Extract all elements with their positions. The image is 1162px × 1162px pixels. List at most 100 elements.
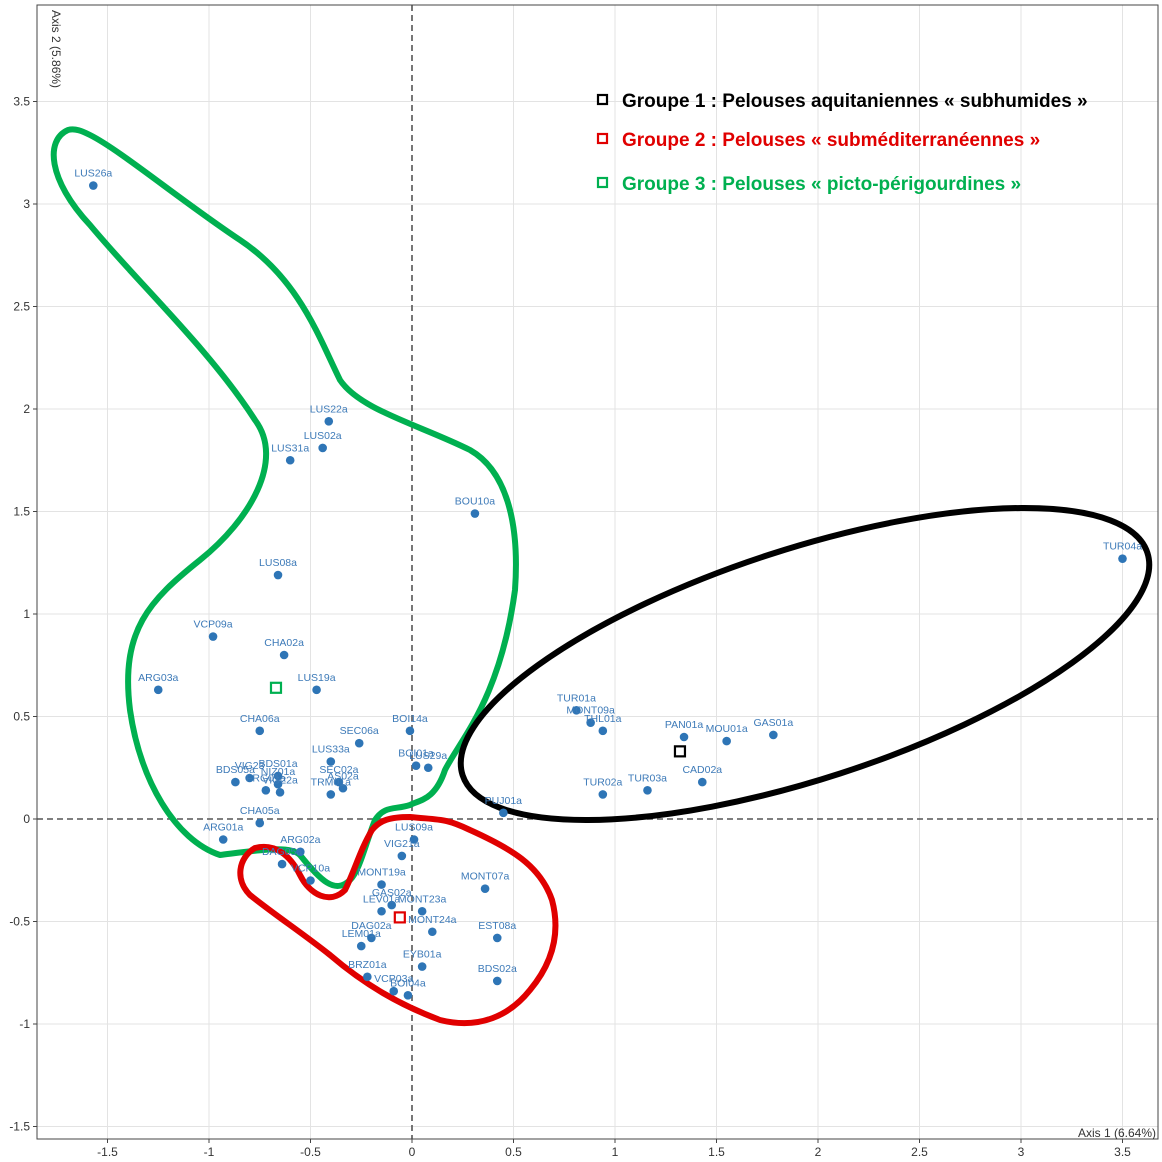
data-point [245,773,254,783]
data-point [643,786,652,795]
centroid-marker [673,745,687,758]
point-label: LUS33a [312,744,350,756]
data-point [231,777,240,787]
point-label: GAS01a [753,717,793,729]
point-label: MOU01a [706,723,748,735]
data-point [326,757,336,766]
data-point [273,570,283,580]
data-point [387,900,397,910]
legend-swatch [596,132,609,145]
data-point [1118,554,1127,563]
x-tick-label: -1 [204,1145,215,1159]
y-tick-label: 1 [23,607,30,621]
y-tick-label: -1.5 [9,1120,30,1134]
data-point [326,790,336,799]
data-point [312,685,321,695]
y-tick-label: 1.5 [13,505,30,519]
data-point [277,859,287,869]
y-tick-label: 2.5 [13,300,30,314]
y-tick-label: 3 [23,197,30,211]
point-label: CAD02a [682,764,722,776]
data-point [377,906,386,916]
x-tick-label: 0.5 [505,1145,522,1159]
point-label: TUR04a [1103,541,1142,553]
data-point [492,933,502,943]
x-tick-label: 2 [815,1145,822,1159]
point-label: ARG02a [280,834,320,846]
y-axis-title: Axis 2 (5.86%) [49,10,63,88]
data-point [367,933,376,943]
data-point [679,732,689,742]
data-point [285,455,295,465]
data-point [338,783,348,793]
point-label: VIG22a [262,774,298,786]
point-label: LUS26a [74,168,112,180]
data-point [417,962,427,971]
data-point [598,790,608,799]
data-point [417,906,427,916]
point-label: LUS22a [310,403,348,415]
grid [37,5,1158,1139]
data-point [586,718,595,727]
point-label: AS02a [327,770,359,782]
point-label: MONT23a [398,893,447,905]
data-point [363,972,372,982]
point-label: BOU10a [455,496,495,508]
data-point [88,181,98,190]
data-point [377,880,386,889]
point-label: LEM01a [342,928,381,940]
data-point [261,786,271,795]
data-point [356,941,366,951]
point-label: GAS02a [372,887,412,899]
data-point [306,876,315,885]
legend-swatch [596,93,609,106]
point-label: ARG01a [203,822,243,834]
data-point [598,726,608,736]
point-label: MONT07a [461,871,510,883]
point-label: LUS31a [271,442,309,454]
legend: Groupe 1 : Pelouses aquitaniennes « subh… [596,91,1088,195]
x-tick-label: 1 [612,1145,619,1159]
group-outlines [50,126,1153,1027]
group-centroids [269,681,687,924]
data-point [405,726,415,736]
y-tick-label: 3.5 [13,95,30,109]
centroid-marker [393,911,406,924]
legend-entry: Groupe 3 : Pelouses « picto-périgourdine… [622,174,1021,195]
data-point [354,738,364,748]
point-label: DAG02a [351,920,391,932]
x-tick-label: 3 [1018,1145,1025,1159]
data-point [153,685,163,695]
y-tick-label: 0 [23,812,30,826]
data-point [403,991,413,1000]
data-point [397,851,407,861]
point-label: LUS19a [298,672,336,684]
legend-entry: Groupe 2 : Pelouses « subméditerranéenne… [622,130,1040,151]
point-label: EST08a [478,920,516,932]
data-point [324,417,334,426]
data-point [389,986,399,996]
data-point [499,808,508,818]
point-label: VIG21a [384,838,420,850]
data-point [409,835,419,844]
point-label: LUS09a [395,822,433,834]
point-label: ARG03a [138,672,178,684]
data-point [470,509,480,518]
point-label: LUS08a [259,557,297,569]
point-label: LEV01a [363,893,401,905]
data-point [492,976,502,986]
y-tick-label: -1 [19,1017,30,1031]
point-label: BDS01a [258,758,297,770]
x-tick-label: 0 [409,1145,416,1159]
data-point [411,761,421,770]
data-point [769,730,778,740]
data-point [722,736,731,746]
data-point [255,726,265,736]
data-point [273,779,283,789]
point-label: TUR02a [583,776,622,788]
x-tick-label: 3.5 [1114,1145,1131,1159]
y-tick-label: -0.5 [9,915,30,929]
point-label: VCP03a [374,973,413,985]
